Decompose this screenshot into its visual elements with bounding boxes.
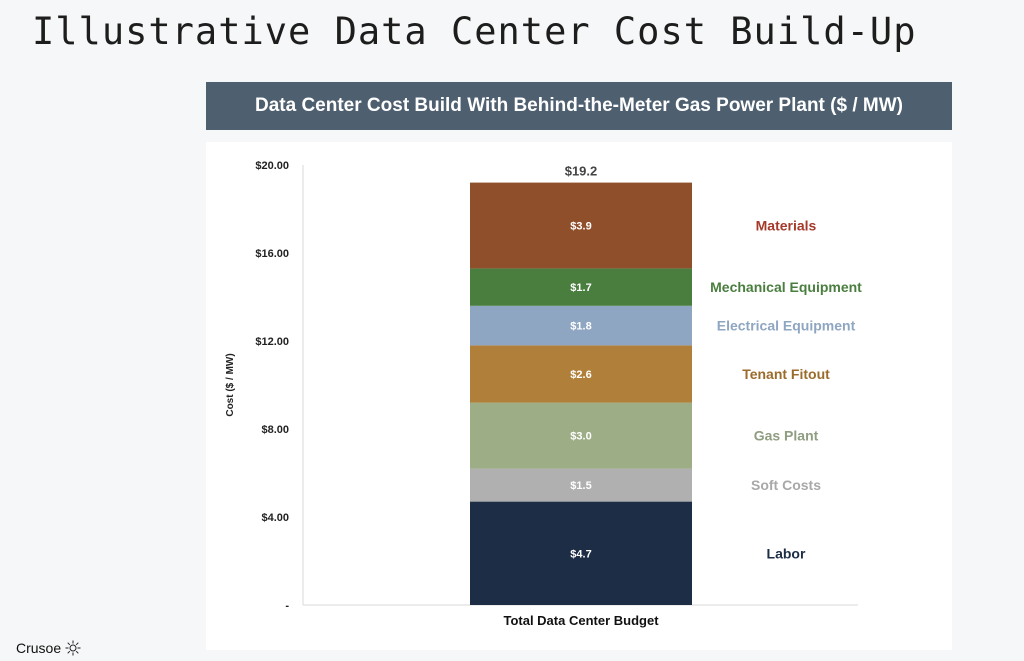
bar-segment <box>470 182 692 269</box>
segment-series-label: Labor <box>767 545 806 561</box>
stacked-bar-chart: - $4.00 $8.00 $12.00 $16.00 $20.00 Cost ($ / M… <box>225 160 862 628</box>
y-tick-label: $20.00 <box>255 160 289 172</box>
bar-segment <box>470 402 692 469</box>
bar-segment <box>470 468 692 502</box>
segment-value-label: $4.7 <box>570 548 591 560</box>
segment-series-label: Electrical Equipment <box>717 318 856 334</box>
brand-name: Crusoe <box>16 640 62 656</box>
segment-series-label: Materials <box>756 218 817 234</box>
y-tick-label: $8.00 <box>261 424 289 436</box>
segment-series-label: Mechanical Equipment <box>710 279 862 295</box>
bar-segment <box>470 501 692 605</box>
segment-value-label: $2.6 <box>570 369 591 381</box>
segment-value-label: $3.9 <box>570 221 591 233</box>
y-tick-label: - <box>285 600 289 612</box>
y-tick-label: $4.00 <box>261 512 289 524</box>
bar-segment <box>470 345 692 403</box>
segment-series-label: Gas Plant <box>754 428 819 444</box>
chart-panel: - $4.00 $8.00 $12.00 $16.00 $20.00 Cost ($ / M… <box>206 142 952 650</box>
chart-header-title: Data Center Cost Build With Behind-the-M… <box>255 95 903 116</box>
chart-header-banner: Data Center Cost Build With Behind-the-M… <box>206 82 952 130</box>
y-tick-label: $16.00 <box>255 248 289 260</box>
segment-value-label: $1.7 <box>570 282 591 294</box>
segment-value-label: $3.0 <box>570 431 591 443</box>
y-axis-title: Cost ($ / MW) <box>225 353 236 416</box>
bar-segment <box>470 305 692 346</box>
bar-segment <box>470 268 692 306</box>
segment-value-label: $1.5 <box>570 480 591 492</box>
segment-value-label: $1.8 <box>570 321 591 333</box>
slide-title: Illustrative Data Center Cost Build-Up <box>32 10 917 53</box>
y-tick-label: $12.00 <box>255 336 289 348</box>
segment-series-label: Tenant Fitout <box>742 366 830 382</box>
sun-burst-icon <box>65 640 81 656</box>
total-value-label: $19.2 <box>565 164 598 179</box>
segment-series-label: Soft Costs <box>751 477 821 493</box>
footer-brand: Crusoe <box>16 640 81 656</box>
x-category-label: Total Data Center Budget <box>503 613 659 628</box>
